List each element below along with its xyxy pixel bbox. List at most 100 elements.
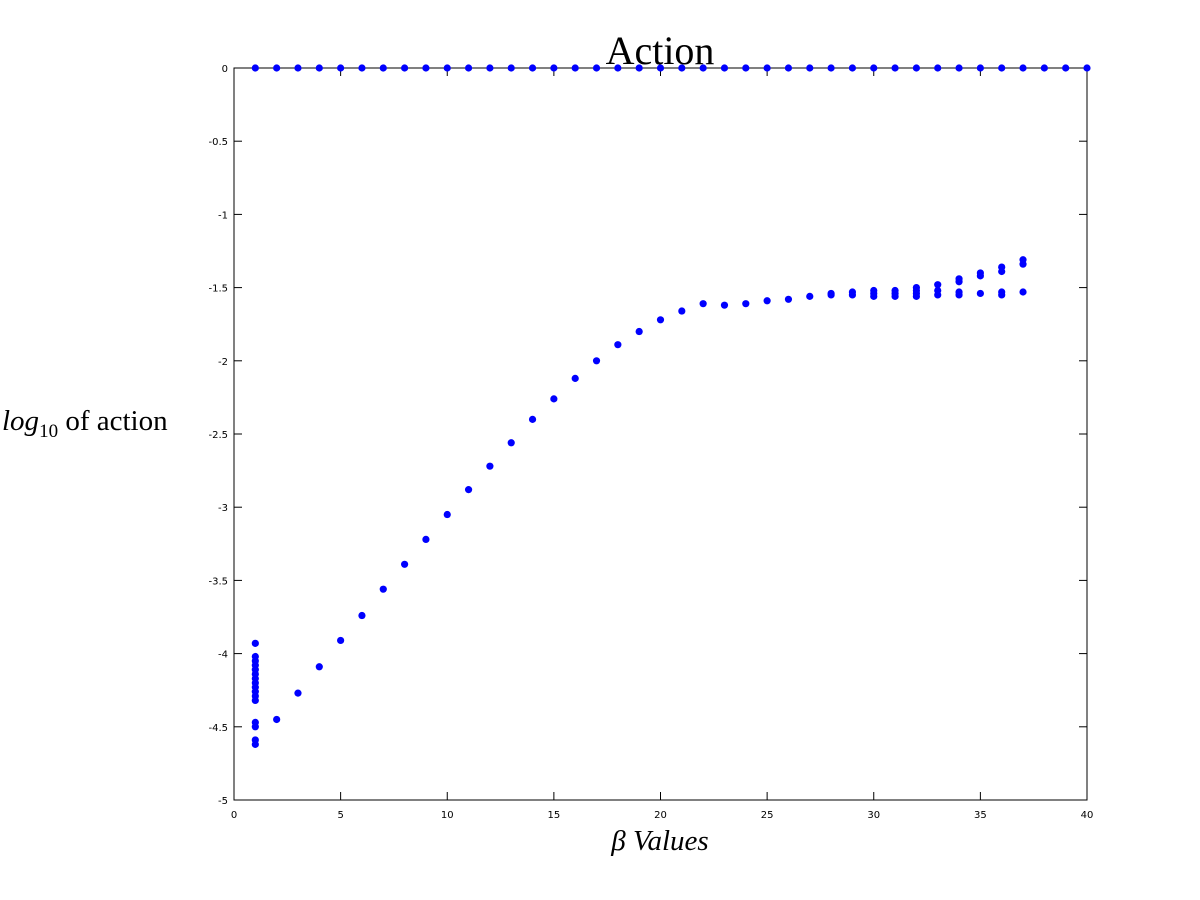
data-point <box>422 535 430 544</box>
data-point <box>976 64 984 72</box>
x-tick-label: 30 <box>867 810 880 821</box>
data-point <box>571 64 579 72</box>
data-point <box>720 301 729 309</box>
data-point <box>251 740 259 748</box>
data-point <box>763 64 771 72</box>
x-tick-label: 40 <box>1081 810 1094 821</box>
data-point <box>528 415 537 423</box>
data-point <box>742 300 750 308</box>
data-point <box>806 64 814 72</box>
data-point <box>251 64 259 72</box>
data-point <box>635 64 643 72</box>
data-point <box>848 288 857 296</box>
data-point <box>1019 256 1027 264</box>
data-point <box>486 462 494 470</box>
data-point <box>1040 64 1048 72</box>
data-point <box>379 585 387 593</box>
data-point <box>401 560 409 568</box>
data-point <box>806 292 814 300</box>
data-point <box>1019 288 1027 296</box>
data-point <box>464 64 473 72</box>
x-tick-label: 0 <box>231 810 237 821</box>
data-point <box>955 275 963 283</box>
data-point <box>273 64 281 72</box>
data-point <box>827 64 835 72</box>
data-point <box>294 689 302 697</box>
data-point <box>614 341 622 349</box>
data-point <box>315 64 323 72</box>
data-point <box>742 64 750 72</box>
data-point <box>379 64 387 72</box>
data-point <box>486 64 494 72</box>
data-point <box>784 64 793 72</box>
data-points <box>251 64 1091 748</box>
y-tick-label: -0.5 <box>208 137 228 148</box>
x-tick-label: 35 <box>974 810 987 821</box>
data-point <box>251 723 259 731</box>
data-point <box>443 64 451 72</box>
data-point <box>337 64 345 72</box>
data-point <box>934 64 942 72</box>
x-axis-label: β Values <box>610 825 708 857</box>
data-point <box>784 295 793 303</box>
data-point <box>294 64 302 72</box>
data-point <box>976 289 984 298</box>
y-tick-label: 0 <box>222 64 228 75</box>
y-axis-label-math: log <box>2 405 39 437</box>
y-tick-label: -3.5 <box>208 576 228 587</box>
data-point <box>656 316 665 324</box>
y-tick-label: -4.5 <box>208 723 228 734</box>
data-point <box>251 696 259 705</box>
data-point <box>891 286 899 295</box>
data-point <box>955 288 963 296</box>
data-point <box>251 639 259 647</box>
plot-frame <box>233 67 1088 801</box>
data-point <box>273 715 281 724</box>
data-point <box>1083 64 1091 72</box>
data-point <box>1062 64 1070 72</box>
chart-title: Action <box>606 28 715 73</box>
data-point <box>571 374 579 382</box>
x-tick-label: 20 <box>654 810 667 821</box>
data-point <box>422 64 430 72</box>
y-tick-label: -1 <box>218 210 228 221</box>
y-axis-label: log10 of action <box>2 405 168 442</box>
data-point <box>955 64 963 72</box>
y-tick-label: -2.5 <box>208 430 228 441</box>
data-point <box>443 510 451 519</box>
data-point <box>678 307 686 315</box>
x-tick-label: 5 <box>337 810 343 821</box>
data-point <box>934 281 942 289</box>
data-point <box>337 636 345 645</box>
data-point <box>315 663 323 671</box>
axis-ticks: 0 5 10 15 20 25 30 35 40 0 -0.5 -1 -1.5 -2 -2.5 -3 -3.5 -… <box>208 64 1093 821</box>
data-point <box>550 64 558 72</box>
y-axis-label-text: of action <box>58 405 168 437</box>
data-point <box>464 486 473 494</box>
y-axis-label-subscript: 10 <box>39 421 58 442</box>
x-tick-label: 15 <box>548 810 561 821</box>
data-point <box>870 64 878 72</box>
data-point <box>720 64 729 72</box>
data-point <box>763 297 771 305</box>
data-point <box>550 395 558 403</box>
data-point <box>998 263 1006 271</box>
data-point <box>827 289 835 298</box>
data-point <box>912 64 921 72</box>
data-point <box>401 64 409 72</box>
data-point <box>592 64 601 72</box>
data-point <box>1019 64 1027 72</box>
data-point <box>528 64 537 72</box>
data-point <box>870 286 878 295</box>
data-point <box>998 64 1006 72</box>
data-point <box>592 357 601 365</box>
y-tick-label: -5 <box>218 796 228 807</box>
data-point <box>507 64 515 72</box>
data-point <box>891 64 899 72</box>
data-point <box>358 64 366 72</box>
data-point <box>507 439 515 447</box>
y-tick-label: -1.5 <box>208 284 228 295</box>
data-point <box>699 64 707 72</box>
data-point <box>358 611 366 620</box>
